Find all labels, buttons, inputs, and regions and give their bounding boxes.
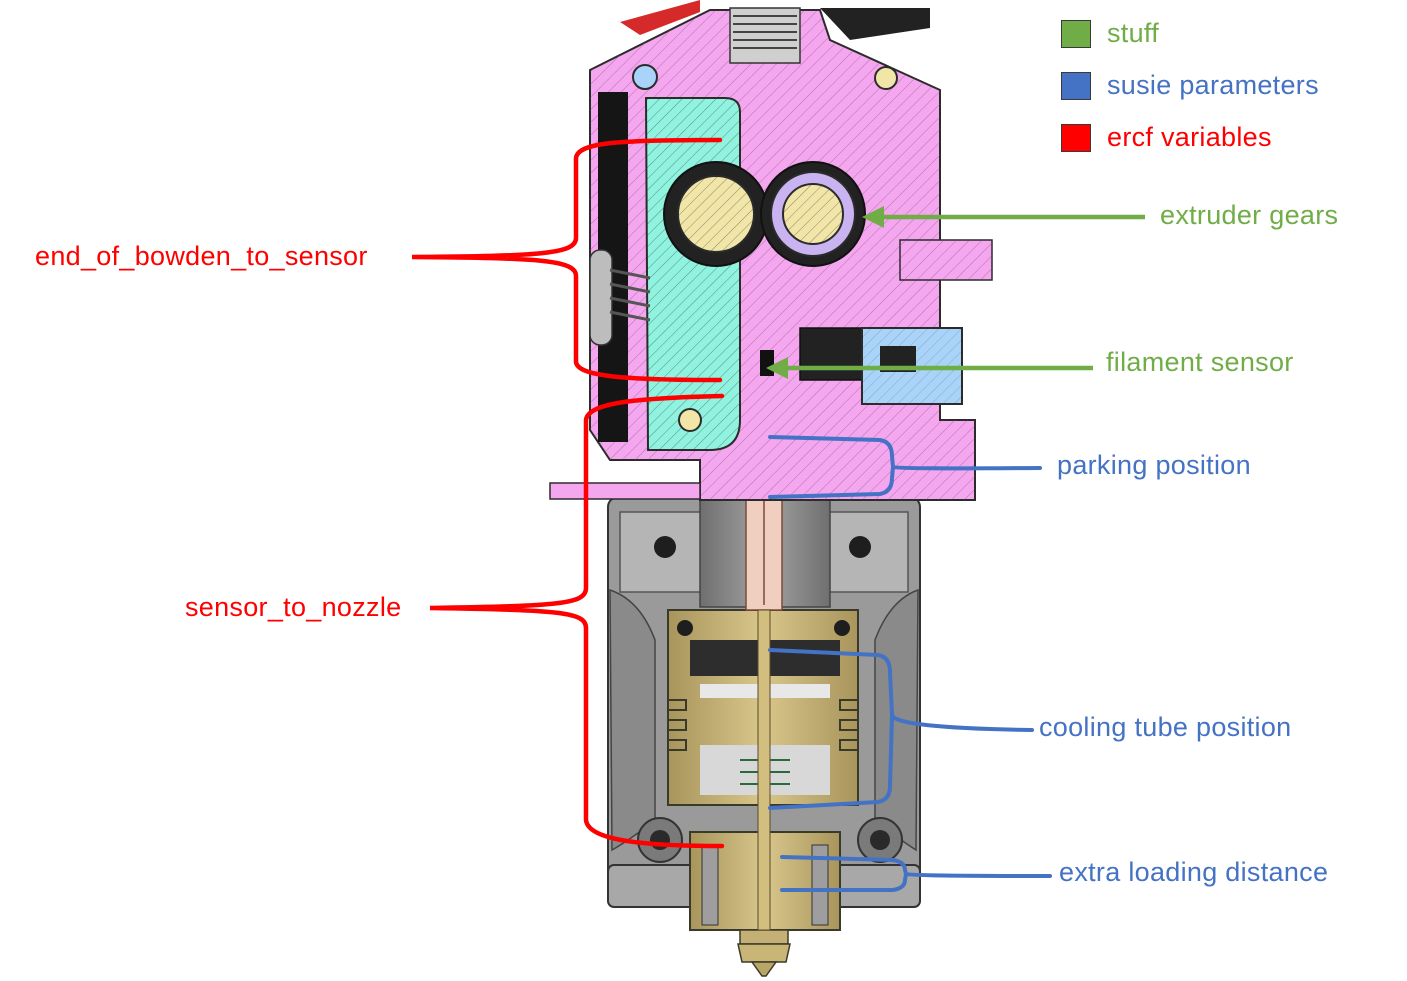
arrowhead-filament-sensor-icon <box>766 357 788 379</box>
arrowhead-extruder-gears-icon <box>862 206 884 228</box>
idler-lever <box>589 97 741 451</box>
susie-brackets <box>768 435 1052 892</box>
label-cooling-tube-position: cooling tube position <box>1039 712 1292 742</box>
legend-label-ercf: ercf variables <box>1107 122 1272 152</box>
label-sensor-to-nozzle: sensor_to_nozzle <box>185 592 402 622</box>
brace-end-of-bowden-to-sensor <box>411 137 723 383</box>
bracket-extra-loading-distance <box>780 855 1052 892</box>
label-end-of-bowden-to-sensor: end_of_bowden_to_sensor <box>35 241 368 271</box>
label-extruder-gears: extruder gears <box>1160 200 1339 230</box>
label-extra-loading-distance: extra loading distance <box>1059 857 1329 887</box>
ercf-braces <box>411 137 725 849</box>
legend-label-stuff: stuff <box>1107 18 1160 48</box>
legend-label-susie: susie parameters <box>1107 70 1319 100</box>
brace-sensor-to-nozzle <box>429 393 725 849</box>
bracket-parking-position <box>768 435 1042 499</box>
legend-swatch-susie <box>1061 72 1091 100</box>
extruder-body <box>549 0 993 501</box>
bracket-cooling-tube-position <box>768 648 1034 810</box>
legend-swatch-stuff <box>1061 20 1091 48</box>
label-parking-position: parking position <box>1057 450 1251 480</box>
label-filament-sensor: filament sensor <box>1106 347 1294 377</box>
legend-swatch-ercf <box>1061 124 1091 152</box>
tension-spring <box>589 249 651 346</box>
stuff-arrows <box>766 206 1145 379</box>
extruder-gear-pair <box>663 161 866 267</box>
